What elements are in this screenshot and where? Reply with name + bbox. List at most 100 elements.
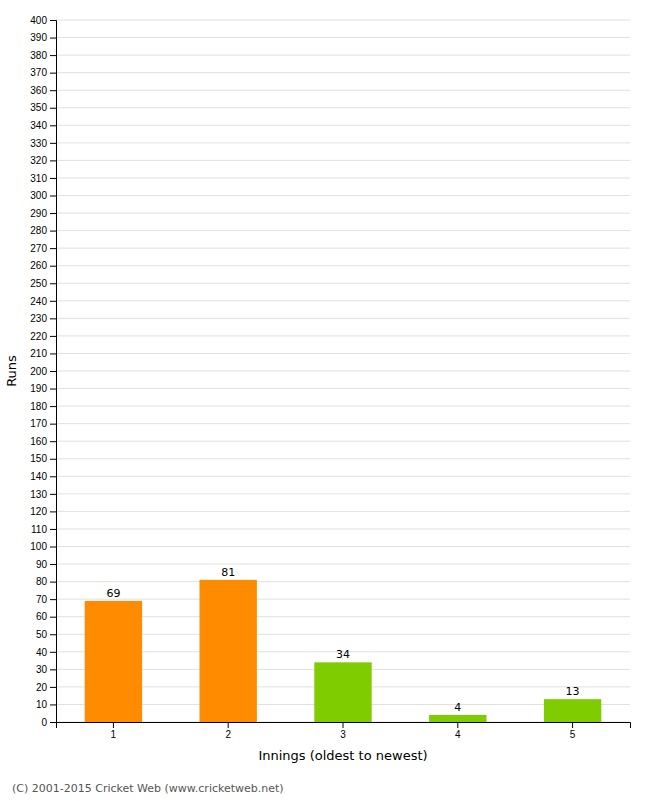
tick-mark: [50, 564, 56, 565]
tick-mark: [50, 160, 56, 161]
grid-line: [56, 72, 630, 73]
grid-line: [56, 265, 630, 266]
tick: 110: [31, 524, 56, 535]
grid-line: [56, 248, 630, 249]
tick: 20: [36, 682, 56, 693]
tick: 370: [30, 67, 56, 78]
data-label: 4: [454, 701, 461, 714]
tick: 150: [30, 453, 56, 464]
tick-label: 210: [30, 348, 47, 359]
grid-line: [56, 37, 630, 38]
y-axis: 0102030405060708090100110120130140150160…: [30, 15, 56, 728]
tick: 1: [111, 722, 117, 740]
tick-label: 110: [31, 524, 47, 535]
tick: 0: [41, 717, 56, 728]
grid: [56, 20, 630, 722]
tick-label: 170: [30, 418, 47, 429]
x-axis-title: Innings (oldest to newest): [258, 748, 427, 763]
tick-label: 320: [30, 155, 47, 166]
tick-label: 0: [41, 717, 47, 728]
tick-mark: [50, 196, 56, 197]
tick-mark: [50, 441, 56, 442]
tick: 130: [30, 489, 56, 500]
grid-line: [56, 195, 630, 196]
tick-mark: [50, 371, 56, 372]
grid-line: [56, 335, 630, 336]
tick: 300: [30, 190, 56, 201]
grid-line: [56, 230, 630, 231]
grid-line: [56, 546, 630, 547]
grid-line: [56, 406, 630, 407]
tick-label: 190: [30, 383, 47, 394]
tick: 3: [340, 722, 346, 740]
bar: [544, 699, 601, 722]
tick-label: 340: [30, 120, 47, 131]
bars: [85, 580, 602, 722]
tick-label: 90: [36, 559, 48, 570]
tick: 5: [570, 722, 576, 740]
data-label: 13: [566, 685, 580, 698]
tick: 220: [30, 331, 56, 342]
tick-label: 1: [111, 729, 117, 740]
grid-line: [56, 493, 630, 494]
tick-mark: [50, 424, 56, 425]
tick: 210: [30, 348, 56, 359]
axis-line: [57, 723, 631, 729]
tick: 30: [36, 664, 56, 675]
tick-mark: [50, 336, 56, 337]
tick-mark: [50, 511, 56, 512]
axis-line: [50, 21, 57, 723]
tick: 120: [30, 506, 56, 517]
tick-mark: [50, 582, 56, 583]
tick: 250: [30, 278, 56, 289]
tick: 80: [36, 576, 56, 587]
tick-label: 270: [30, 243, 47, 254]
tick-label: 280: [30, 225, 47, 236]
tick: 170: [30, 418, 56, 429]
tick-mark: [343, 722, 344, 728]
x-axis: 12345: [57, 722, 631, 740]
y-axis-title: Runs: [4, 355, 19, 387]
tick-mark: [50, 248, 56, 249]
tick: 350: [30, 102, 56, 113]
footer: (C) 2001-2015 Cricket Web (www.cricketwe…: [12, 782, 284, 795]
grid-line: [56, 213, 630, 214]
tick: 140: [30, 471, 56, 482]
grid-line: [56, 107, 630, 108]
tick-mark: [50, 652, 56, 653]
tick: 270: [30, 243, 56, 254]
tick: 4: [455, 722, 461, 740]
tick-mark: [50, 301, 56, 302]
tick-label: 5: [570, 729, 576, 740]
tick-mark: [50, 108, 56, 109]
grid-line: [56, 371, 630, 372]
tick-mark: [50, 143, 56, 144]
tick-mark: [50, 318, 56, 319]
chart: 6981344130102030405060708090100110120130…: [0, 0, 650, 800]
tick-mark: [50, 599, 56, 600]
tick-mark: [50, 722, 56, 723]
plot-area: 6981344130102030405060708090100110120130…: [4, 15, 631, 763]
tick: 10: [36, 699, 56, 710]
tick: 70: [36, 594, 56, 605]
bar: [429, 715, 486, 722]
tick-label: 120: [30, 506, 47, 517]
tick-mark: [50, 38, 56, 39]
tick: 380: [30, 50, 56, 61]
tick-label: 230: [30, 313, 47, 324]
bar: [314, 662, 371, 722]
grid-line: [56, 581, 630, 582]
tick-mark: [572, 722, 573, 728]
tick-label: 40: [36, 647, 48, 658]
grid-line: [56, 528, 630, 529]
tick: 400: [30, 15, 56, 26]
grid-line: [56, 177, 630, 178]
tick-mark: [50, 494, 56, 495]
tick-label: 20: [36, 682, 48, 693]
tick-mark: [50, 213, 56, 214]
tick-mark: [50, 547, 56, 548]
bar: [85, 601, 142, 722]
tick: 290: [30, 208, 56, 219]
grid-line: [56, 142, 630, 143]
tick-mark: [50, 617, 56, 618]
